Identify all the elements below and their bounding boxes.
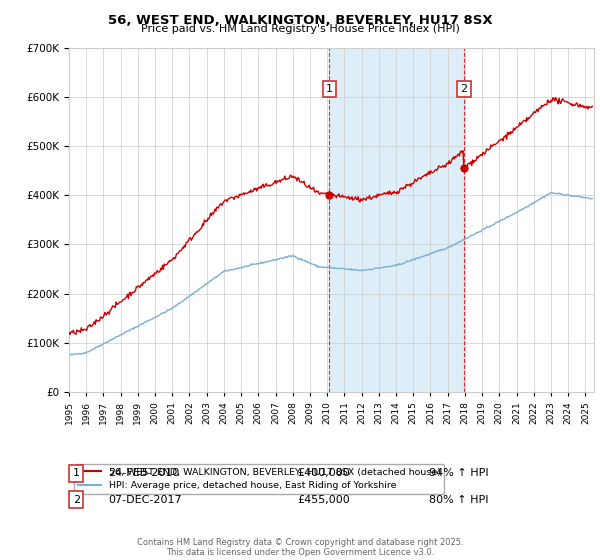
Text: 1: 1 [326,84,333,94]
Text: 24-FEB-2010: 24-FEB-2010 [108,468,179,478]
Text: 94% ↑ HPI: 94% ↑ HPI [429,468,488,478]
Legend: 56, WEST END, WALKINGTON, BEVERLEY, HU17 8SX (detached house), HPI: Average pric: 56, WEST END, WALKINGTON, BEVERLEY, HU17… [74,464,445,494]
Text: 80% ↑ HPI: 80% ↑ HPI [429,494,488,505]
Text: 07-DEC-2017: 07-DEC-2017 [108,494,182,505]
Text: £400,000: £400,000 [297,468,350,478]
Text: 2: 2 [460,84,467,94]
Text: Price paid vs. HM Land Registry's House Price Index (HPI): Price paid vs. HM Land Registry's House … [140,24,460,34]
Text: £455,000: £455,000 [297,494,350,505]
Text: 1: 1 [73,468,80,478]
Text: Contains HM Land Registry data © Crown copyright and database right 2025.
This d: Contains HM Land Registry data © Crown c… [137,538,463,557]
Text: 2: 2 [73,494,80,505]
Bar [329,48,464,392]
Text: 56, WEST END, WALKINGTON, BEVERLEY, HU17 8SX: 56, WEST END, WALKINGTON, BEVERLEY, HU17… [107,14,493,27]
